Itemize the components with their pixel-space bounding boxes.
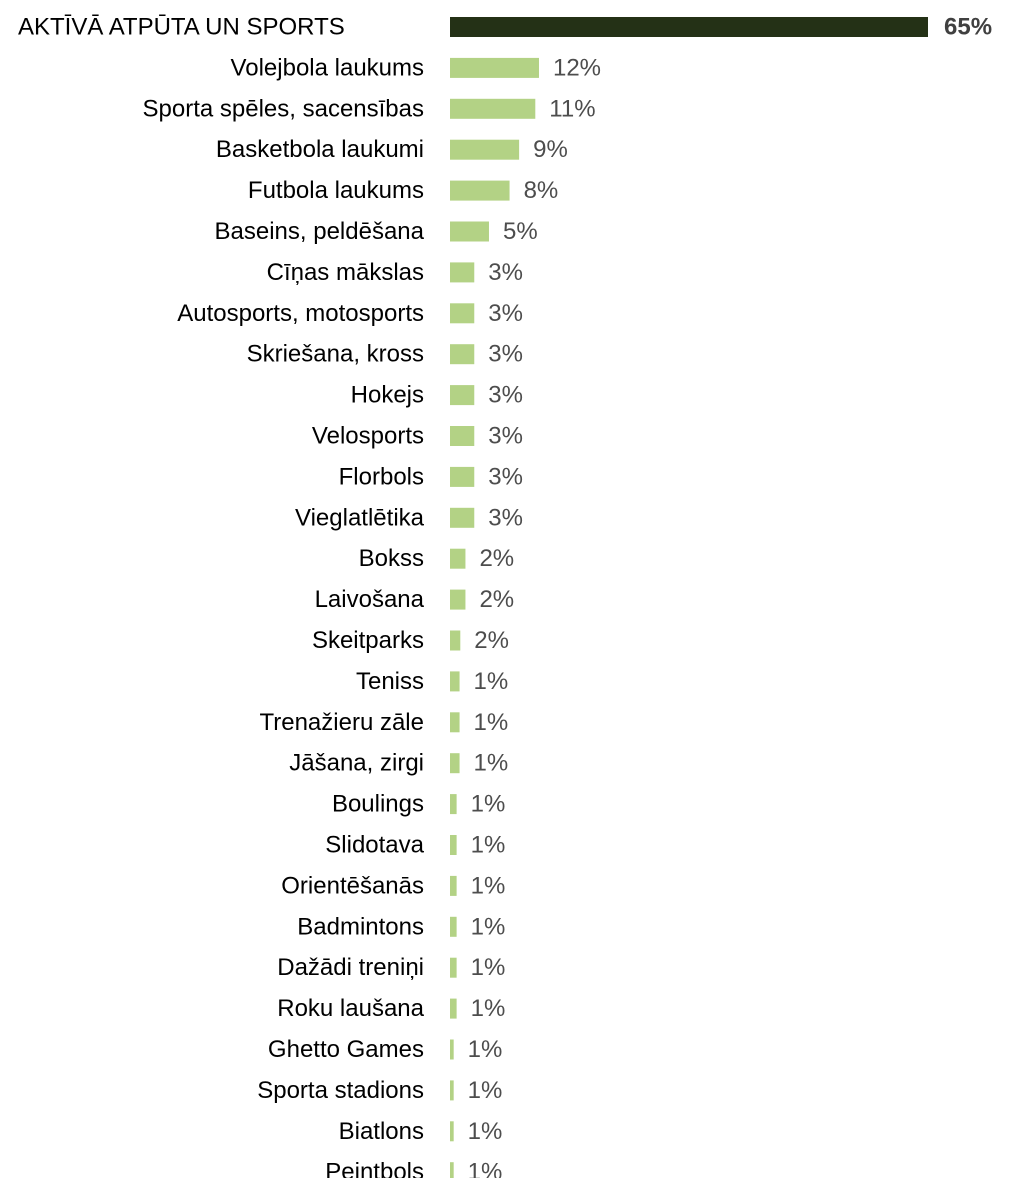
category-label: Bokss (359, 545, 424, 572)
bar (450, 835, 457, 855)
bar (450, 589, 466, 610)
value-label: 3% (488, 259, 523, 286)
bar (450, 344, 475, 365)
value-label: 9% (533, 136, 568, 163)
bar (450, 753, 460, 774)
bar (450, 98, 536, 119)
value-label: 2% (479, 586, 514, 613)
value-label: 1% (471, 791, 506, 818)
category-label: Roku laušana (277, 995, 424, 1022)
header-category-label: AKTĪVĀ ATPŪTA UN SPORTS (18, 14, 345, 41)
bar (450, 548, 466, 569)
bar (450, 507, 475, 528)
category-label: Dažādi treniņi (277, 954, 424, 981)
value-label: 2% (479, 545, 514, 572)
category-label: Teniss (356, 668, 424, 695)
category-label: Skeitparks (312, 627, 424, 654)
bar (450, 139, 520, 160)
category-label: Sporta spēles, sacensības (143, 95, 425, 122)
value-label: 3% (488, 463, 523, 490)
category-label: Ghetto Games (268, 1036, 424, 1063)
bar (450, 875, 457, 896)
category-label: Laivošana (315, 586, 425, 613)
value-label: 1% (471, 913, 506, 940)
bar (450, 262, 475, 283)
bar (450, 630, 461, 651)
bar (450, 303, 475, 324)
category-label: Skriešana, kross (247, 341, 424, 368)
category-label: Autosports, motosports (177, 300, 424, 327)
bar (450, 957, 457, 978)
bar (450, 180, 510, 201)
bar (450, 1121, 454, 1142)
value-label: 3% (488, 341, 523, 368)
value-label: 3% (488, 504, 523, 531)
value-label: 1% (471, 872, 506, 899)
category-label: Velosports (312, 423, 424, 450)
category-label: Jāšana, zirgi (289, 750, 424, 777)
value-label: 3% (488, 382, 523, 409)
bar (450, 221, 489, 242)
bar (450, 1039, 454, 1060)
category-label: Florbols (339, 463, 424, 490)
category-label: Orientēšanās (281, 872, 424, 899)
category-label: Slidotava (325, 832, 424, 859)
value-label: 1% (474, 668, 509, 695)
bar (450, 426, 475, 446)
category-label: Volejbola laukums (231, 54, 424, 81)
value-label: 1% (471, 832, 506, 859)
value-label: 3% (488, 300, 523, 327)
value-label: 1% (468, 1077, 503, 1104)
category-label: Badmintons (297, 913, 424, 940)
value-label: 12% (553, 54, 601, 81)
value-label: 1% (471, 995, 506, 1022)
bar (450, 1162, 454, 1183)
value-label: 1% (474, 750, 509, 777)
header-value-label: 65% (944, 14, 992, 41)
bar (450, 1080, 454, 1101)
value-label: 5% (503, 218, 538, 245)
value-label: 1% (468, 1036, 503, 1063)
category-label: Futbola laukums (248, 177, 424, 204)
category-label: Biatlons (339, 1118, 424, 1145)
category-label: Sporta stadions (257, 1077, 424, 1104)
value-label: 1% (468, 1159, 503, 1178)
value-label: 11% (549, 95, 595, 122)
category-label: Basketbola laukumi (216, 136, 424, 163)
value-label: 1% (468, 1118, 503, 1145)
bar (450, 712, 460, 733)
header-bar (450, 17, 928, 37)
bar (450, 998, 457, 1019)
value-label: 2% (474, 627, 509, 654)
category-label: Cīņas mākslas (267, 259, 424, 286)
category-label: Boulings (332, 791, 424, 818)
bar (450, 385, 475, 406)
value-label: 3% (488, 423, 523, 450)
bar (450, 466, 475, 487)
category-label: Vieglatlētika (295, 504, 425, 531)
category-label: Peintbols (325, 1159, 424, 1178)
bar (450, 794, 457, 815)
category-label: Baseins, peldēšana (215, 218, 425, 245)
bar (450, 57, 539, 78)
value-label: 8% (524, 177, 559, 204)
category-label: Trenažieru zāle (259, 709, 424, 736)
value-label: 1% (474, 709, 509, 736)
value-label: 1% (471, 954, 506, 981)
bar (450, 916, 457, 937)
bar (450, 671, 460, 692)
category-label: Hokejs (351, 382, 424, 409)
